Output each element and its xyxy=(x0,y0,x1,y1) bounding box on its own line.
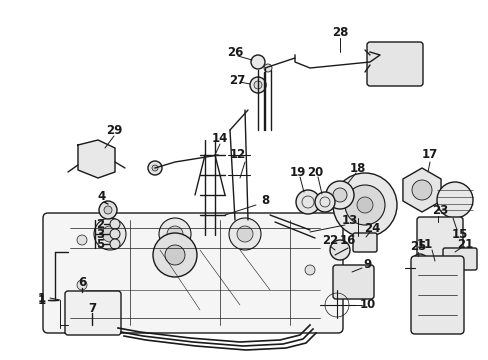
Circle shape xyxy=(332,173,396,237)
Circle shape xyxy=(148,161,162,175)
Circle shape xyxy=(102,226,118,242)
Circle shape xyxy=(411,180,431,200)
Polygon shape xyxy=(78,140,115,178)
Text: 2: 2 xyxy=(96,217,104,230)
Text: 23: 23 xyxy=(431,203,447,216)
Circle shape xyxy=(329,240,349,260)
Text: 10: 10 xyxy=(359,298,375,311)
Text: 28: 28 xyxy=(331,26,347,39)
Text: 22: 22 xyxy=(321,234,337,247)
Circle shape xyxy=(411,254,427,270)
Circle shape xyxy=(110,229,120,239)
Circle shape xyxy=(295,190,319,214)
Circle shape xyxy=(314,192,334,212)
Text: 16: 16 xyxy=(339,234,355,247)
Circle shape xyxy=(99,201,117,219)
Text: 11: 11 xyxy=(416,238,432,252)
Circle shape xyxy=(94,218,126,250)
Circle shape xyxy=(153,233,197,277)
Text: 7: 7 xyxy=(88,302,96,315)
Text: 8: 8 xyxy=(260,194,268,207)
Circle shape xyxy=(332,188,346,202)
Text: 18: 18 xyxy=(349,162,366,175)
Text: 5: 5 xyxy=(96,238,104,251)
Text: 1: 1 xyxy=(38,292,46,305)
Circle shape xyxy=(237,226,252,242)
Text: 17: 17 xyxy=(421,148,437,162)
Text: 15: 15 xyxy=(451,229,467,242)
Text: 26: 26 xyxy=(226,45,243,58)
FancyBboxPatch shape xyxy=(332,265,373,299)
Text: 14: 14 xyxy=(211,131,228,144)
Text: 13: 13 xyxy=(341,213,357,226)
Circle shape xyxy=(345,185,384,225)
Circle shape xyxy=(305,265,314,275)
Circle shape xyxy=(167,226,183,242)
FancyBboxPatch shape xyxy=(366,42,422,86)
Text: 1: 1 xyxy=(38,293,46,306)
Text: 20: 20 xyxy=(306,166,323,179)
Circle shape xyxy=(356,197,372,213)
Text: 29: 29 xyxy=(105,123,122,136)
FancyBboxPatch shape xyxy=(43,213,342,333)
Text: 24: 24 xyxy=(363,221,379,234)
Circle shape xyxy=(159,218,191,250)
Circle shape xyxy=(249,77,265,93)
Text: 3: 3 xyxy=(96,228,104,240)
Text: 25: 25 xyxy=(409,240,426,253)
Text: 19: 19 xyxy=(289,166,305,179)
Circle shape xyxy=(228,218,261,250)
FancyBboxPatch shape xyxy=(65,291,121,335)
Circle shape xyxy=(264,64,271,72)
FancyBboxPatch shape xyxy=(416,217,462,258)
Circle shape xyxy=(77,235,87,245)
Circle shape xyxy=(152,165,158,171)
FancyBboxPatch shape xyxy=(410,256,463,334)
Circle shape xyxy=(77,280,87,290)
Circle shape xyxy=(110,219,120,229)
Circle shape xyxy=(436,182,472,218)
Text: 9: 9 xyxy=(363,258,371,271)
Circle shape xyxy=(325,181,353,209)
FancyBboxPatch shape xyxy=(352,233,376,252)
Polygon shape xyxy=(402,168,440,212)
Circle shape xyxy=(253,81,262,89)
Circle shape xyxy=(110,239,120,249)
Text: 21: 21 xyxy=(456,238,472,252)
Circle shape xyxy=(250,55,264,69)
Text: 6: 6 xyxy=(78,275,86,288)
Text: 27: 27 xyxy=(228,73,244,86)
Circle shape xyxy=(164,245,184,265)
Text: 4: 4 xyxy=(98,190,106,203)
Text: 12: 12 xyxy=(229,148,245,162)
Circle shape xyxy=(104,206,112,214)
FancyBboxPatch shape xyxy=(442,248,476,270)
